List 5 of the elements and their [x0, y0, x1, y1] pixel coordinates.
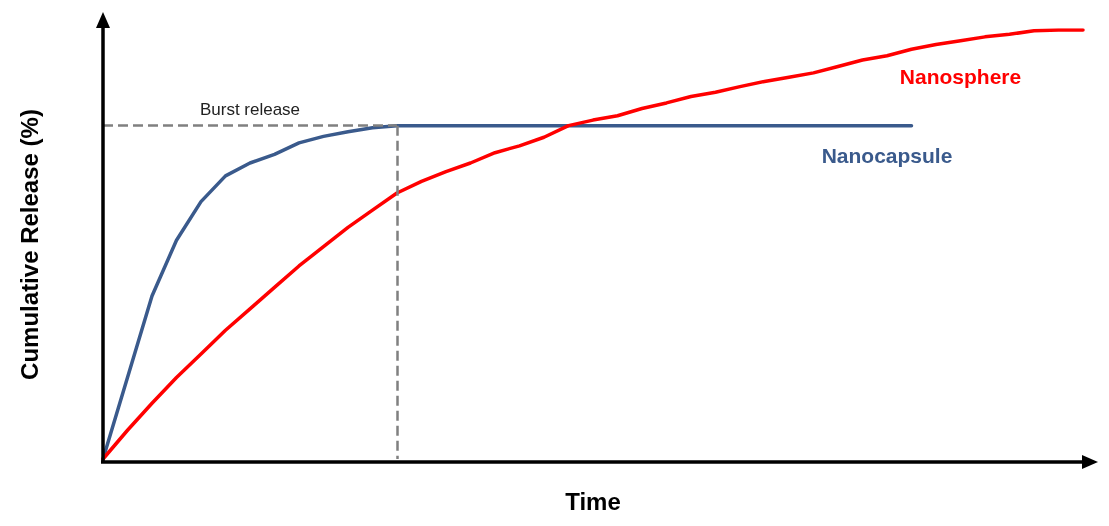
series-label: Nanosphere — [899, 64, 1022, 88]
x-axis-title: Time — [565, 487, 621, 515]
ref-line-label: Burst release — [199, 99, 301, 119]
series-label: Nanocapsule — [821, 143, 953, 167]
y-axis-title: Cumulative Release (%) — [15, 109, 43, 380]
